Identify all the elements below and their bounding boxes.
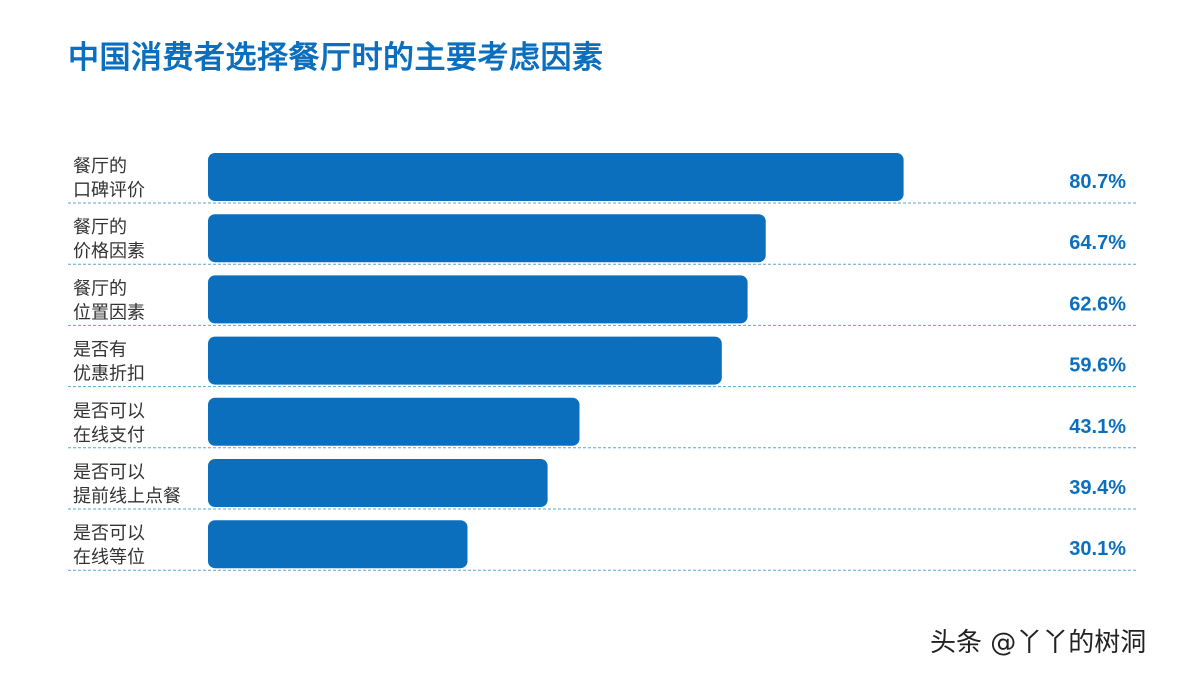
bar [208,459,548,507]
value-label: 62.6% [1069,293,1126,315]
value-label: 43.1% [1069,416,1126,438]
value-label: 39.4% [1069,477,1126,499]
bar [208,336,722,385]
category-label: 提前线上点餐 [73,486,181,507]
value-label: 80.7% [1069,171,1126,193]
category-label: 餐厅的 [73,217,127,238]
category-label: 在线等位 [73,547,145,568]
category-label: 是否可以 [73,401,145,422]
bar [208,397,580,446]
category-label: 餐厅的 [73,278,127,299]
category-label: 是否可以 [73,462,145,483]
chart-title: 中国消费者选择餐厅时的主要考虑因素 [68,40,604,76]
category-label: 是否可以 [73,523,145,544]
category-label: 是否有 [73,340,127,361]
value-label: 64.7% [1069,232,1126,254]
category-label: 口碑评价 [73,180,145,201]
bar [208,275,748,324]
bar [208,153,904,201]
category-label: 在线支付 [73,425,145,446]
bar [208,214,766,263]
category-label: 餐厅的 [73,156,127,177]
value-label: 59.6% [1069,355,1126,377]
category-label: 优惠折扣 [73,364,145,385]
bar [208,520,468,569]
category-label: 位置因素 [73,302,145,323]
value-label: 30.1% [1069,538,1126,560]
watermark-text: 头条 @丫丫的树洞 [930,628,1147,658]
category-label: 价格因素 [73,241,145,262]
